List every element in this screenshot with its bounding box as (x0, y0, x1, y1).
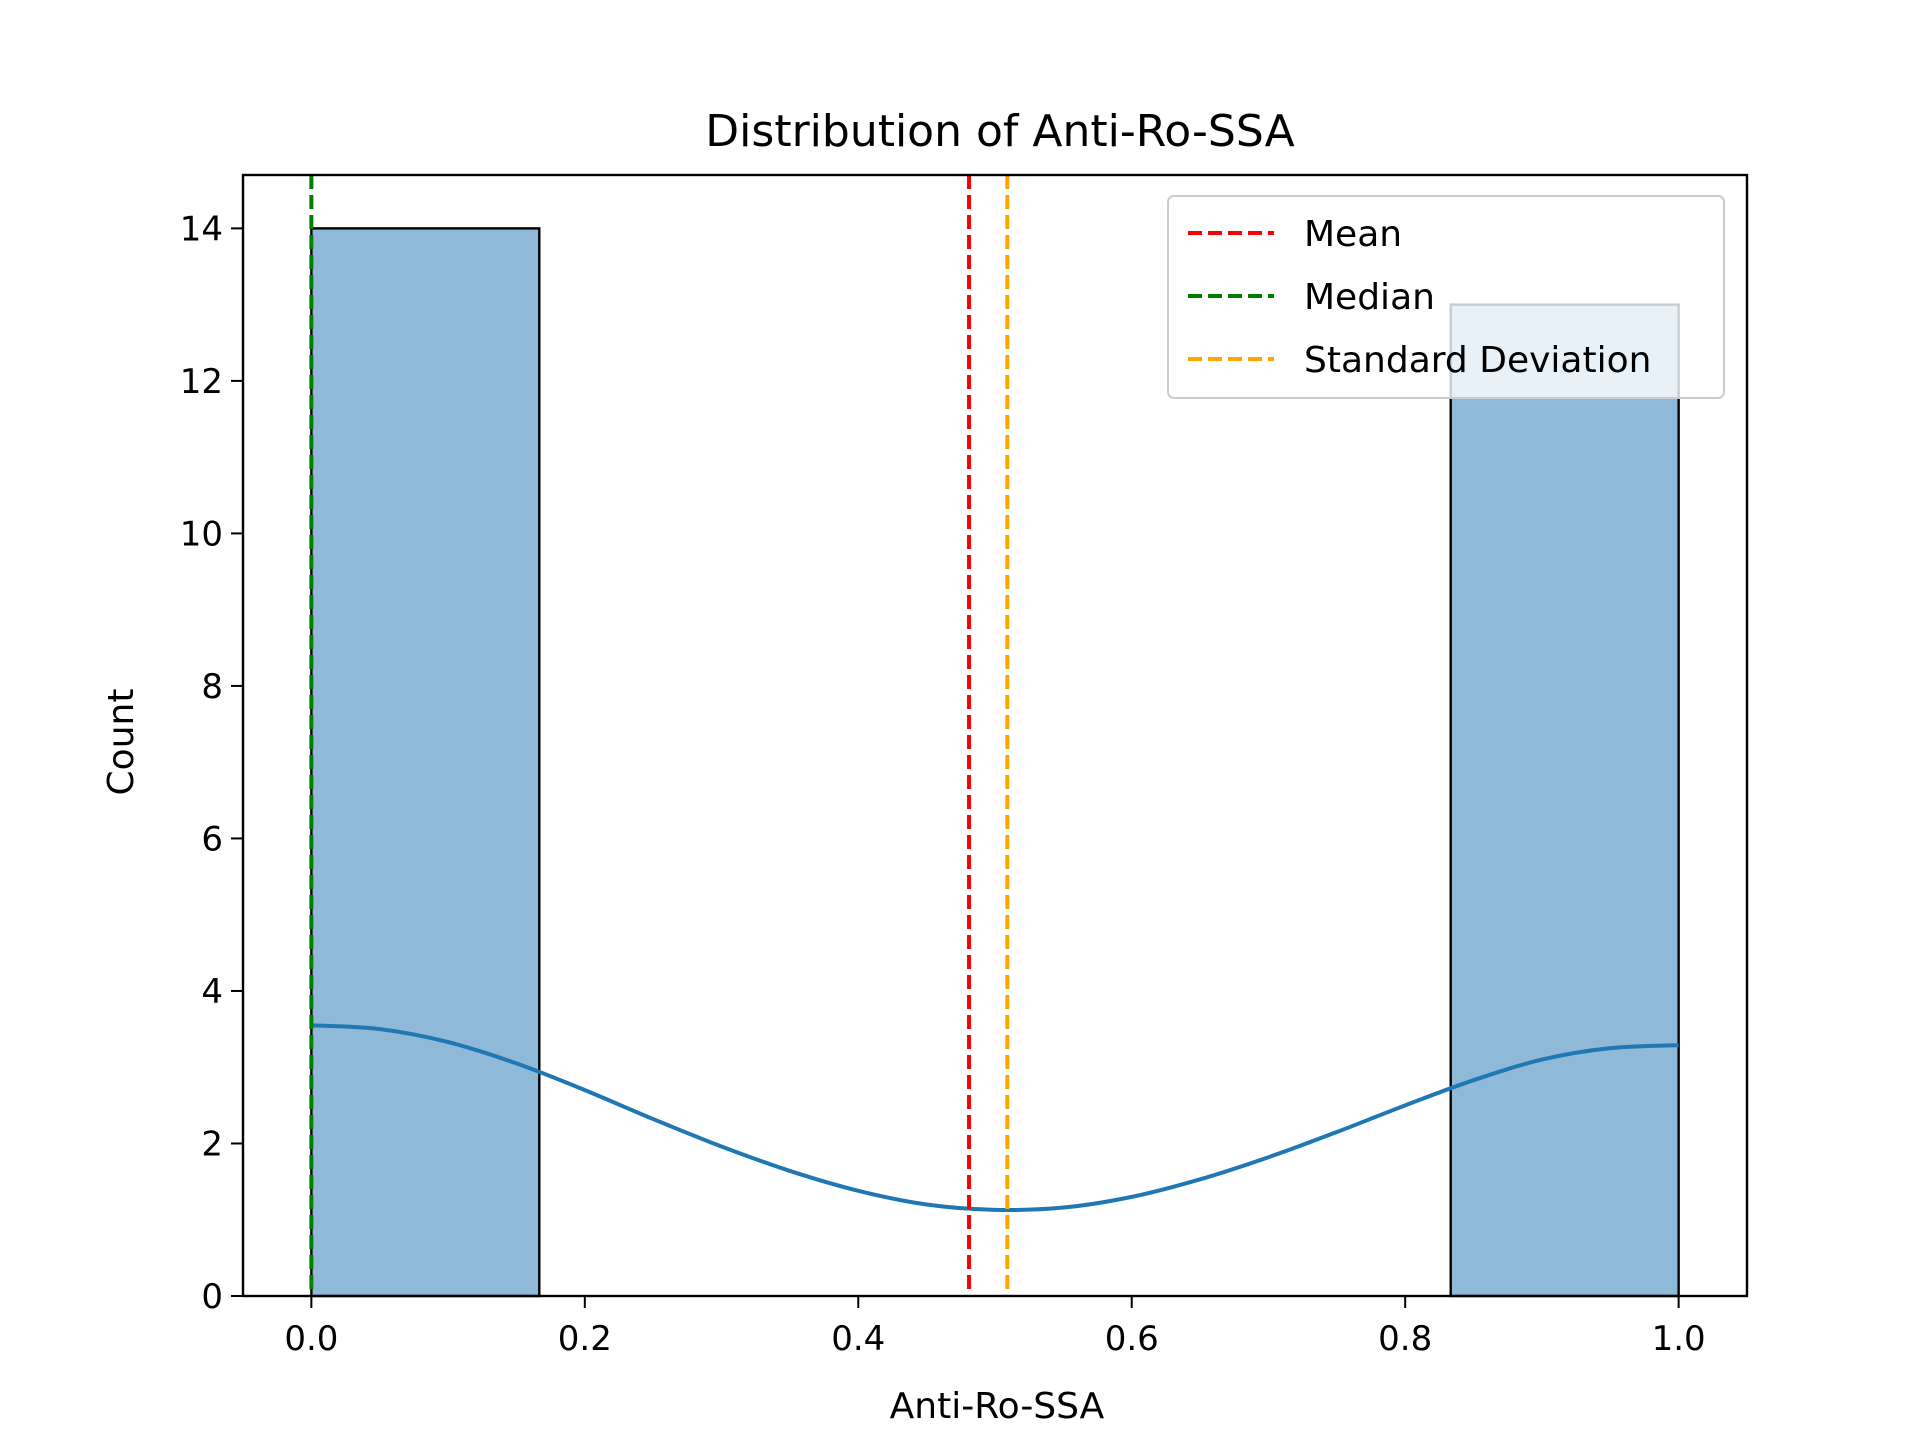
legend: Mean Median Standard Deviation (1167, 195, 1725, 399)
x-tick-label: 0.2 (558, 1319, 612, 1359)
y-axis: 0 2 4 6 8 10 12 14 (180, 209, 243, 1317)
y-tick-label: 14 (180, 209, 223, 249)
legend-entry: Mean (1188, 214, 1402, 255)
legend-label: Median (1304, 277, 1435, 318)
legend-label: Mean (1304, 214, 1402, 255)
y-tick-label: 12 (180, 362, 223, 402)
histogram-bar (310, 227, 541, 1298)
y-tick-label: 6 (201, 819, 223, 859)
histogram-bar (1449, 303, 1680, 1298)
y-tick-label: 0 (201, 1277, 223, 1317)
x-axis: 0.0 0.2 0.4 0.6 0.8 1.0 (284, 1296, 1706, 1359)
x-tick-label: 0.0 (284, 1319, 338, 1359)
x-tick-label: 1.0 (1652, 1319, 1706, 1359)
y-tick-label: 4 (201, 972, 223, 1012)
legend-entry: Standard Deviation (1188, 340, 1651, 381)
x-tick-label: 0.4 (831, 1319, 885, 1359)
legend-entry: Median (1188, 277, 1435, 318)
bars-layer (310, 227, 1680, 1298)
reference-lines (309, 175, 1010, 1296)
y-tick-label: 10 (180, 514, 223, 554)
kde-layer (311, 1023, 1679, 1212)
x-tick-label: 0.8 (1378, 1319, 1432, 1359)
y-tick-label: 2 (201, 1124, 223, 1164)
legend-label: Standard Deviation (1304, 340, 1651, 381)
legend-box (1167, 195, 1725, 399)
plot-frame (241, 173, 1749, 1298)
chart-title: Distribution of Anti-Ro-SSA (705, 106, 1294, 157)
x-axis-title: Anti-Ro-SSA (890, 1386, 1105, 1427)
kde-curve (311, 1023, 1679, 1212)
x-tick-label: 0.6 (1105, 1319, 1159, 1359)
y-tick-label: 8 (201, 667, 223, 707)
y-axis-title: Count (101, 689, 142, 796)
